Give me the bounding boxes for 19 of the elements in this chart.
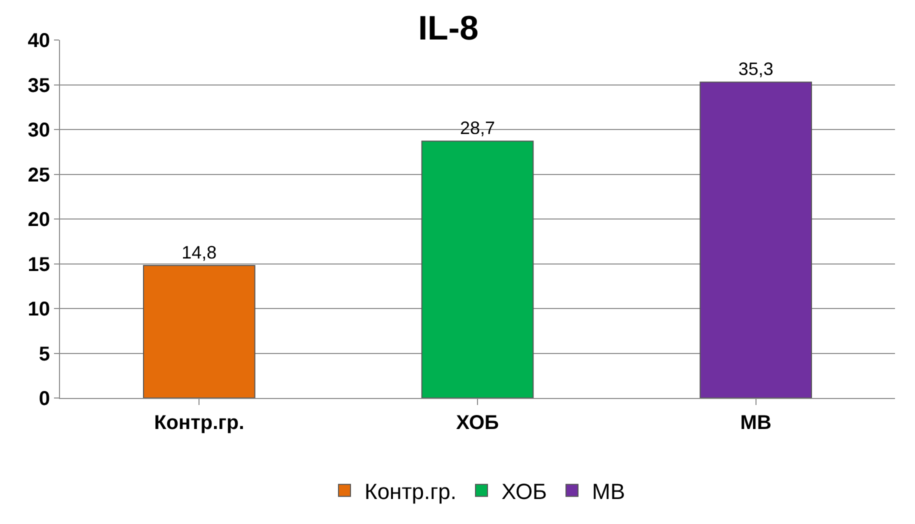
y-tick-label: 0 <box>38 388 50 410</box>
data-label: 35,3 <box>738 59 774 80</box>
x-tick-label: МВ <box>740 412 772 434</box>
y-tick-label: 15 <box>28 254 50 276</box>
y-tick-label: 25 <box>28 164 50 186</box>
legend-label: МВ <box>592 478 625 504</box>
legend-label: Контр.гр. <box>364 478 456 504</box>
y-tick-label: 40 <box>28 30 50 52</box>
y-tick-label: 20 <box>28 209 50 231</box>
data-label: 28,7 <box>460 118 496 138</box>
y-tick-label: 5 <box>38 343 50 366</box>
x-tick-label: Контр.гр. <box>154 412 244 434</box>
y-tick-label: 35 <box>28 74 50 97</box>
y-tick-label: 10 <box>28 298 50 320</box>
legend-label: ХОБ <box>502 478 547 504</box>
chart-title: IL-8 <box>418 10 479 48</box>
y-tick-label: 30 <box>28 120 50 142</box>
x-tick-label: ХОБ <box>456 412 499 434</box>
data-label: 14,8 <box>182 242 217 263</box>
